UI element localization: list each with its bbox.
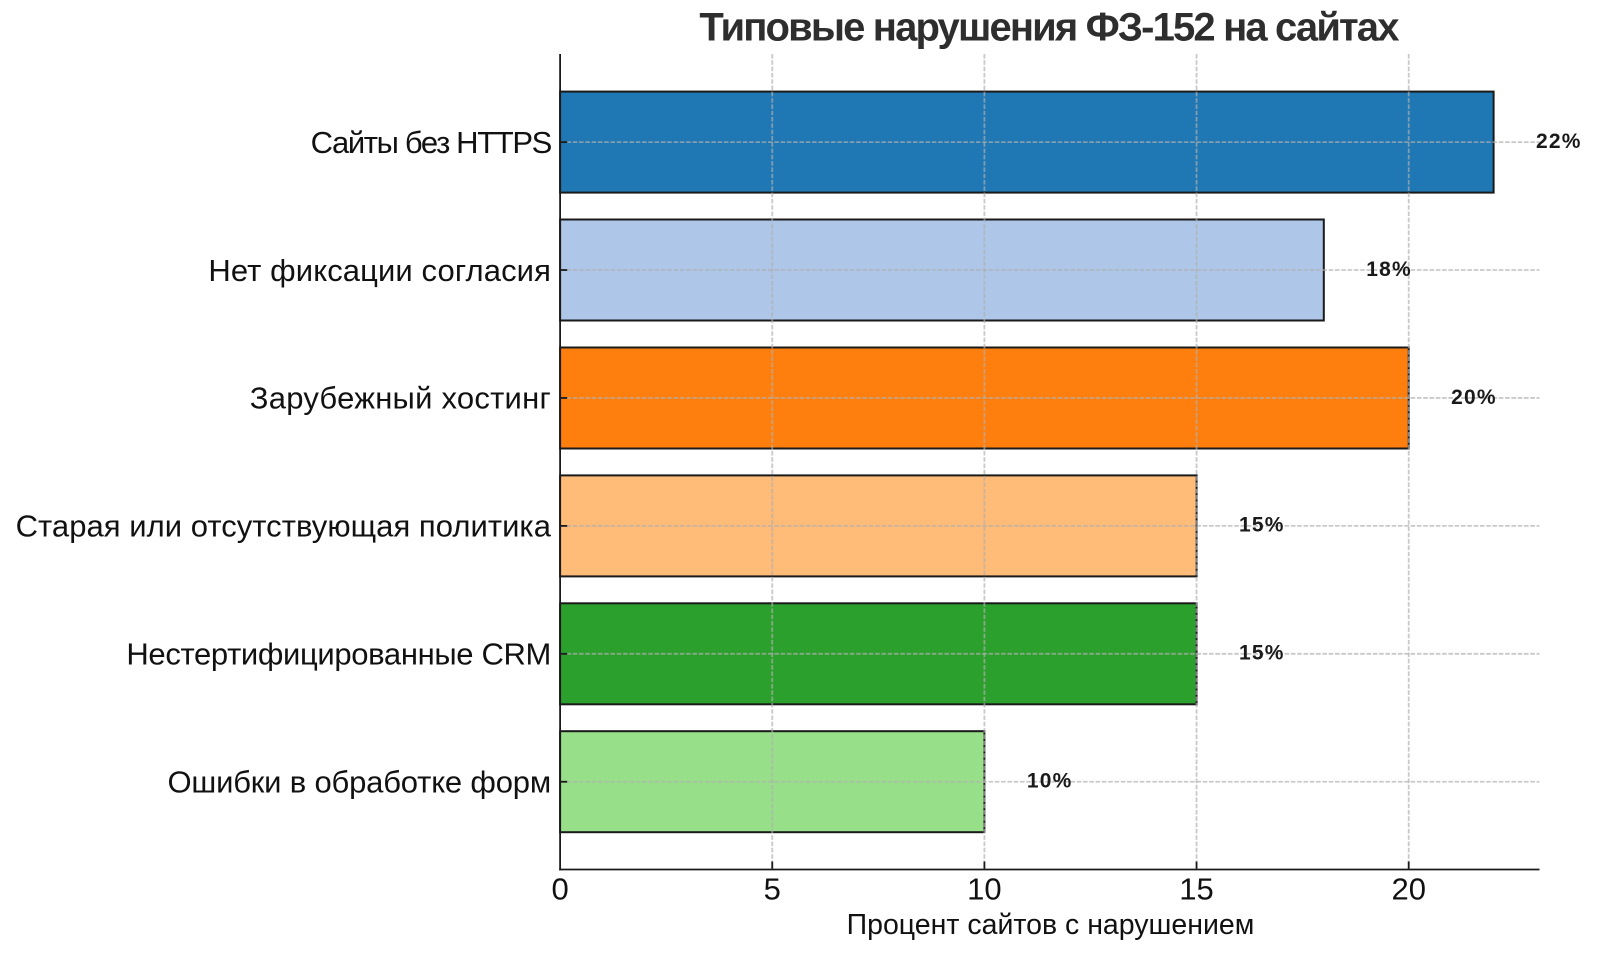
svg-text:Нет фиксации согласия: Нет фиксации согласия (208, 253, 551, 288)
svg-text:15: 15 (1179, 872, 1213, 907)
svg-text:5: 5 (764, 872, 781, 907)
svg-text:20: 20 (1391, 872, 1425, 907)
svg-text:15%: 15% (1239, 514, 1285, 537)
svg-text:Зарубежный хостинг: Зарубежный хостинг (250, 381, 551, 416)
svg-text:15%: 15% (1239, 642, 1285, 665)
svg-text:10: 10 (967, 872, 1001, 907)
svg-text:18%: 18% (1366, 258, 1412, 281)
svg-text:0: 0 (551, 872, 568, 907)
svg-text:Сайты без HTTPS: Сайты без HTTPS (311, 125, 552, 160)
svg-text:10%: 10% (1027, 770, 1073, 793)
svg-text:Типовые нарушения ФЗ-152 на са: Типовые нарушения ФЗ-152 на сайтах (699, 6, 1399, 50)
svg-text:Нестертифицированные CRM: Нестертифицированные CRM (126, 637, 551, 672)
svg-text:Процент сайтов с нарушением: Процент сайтов с нарушением (847, 909, 1255, 941)
svg-text:22%: 22% (1536, 130, 1582, 153)
svg-text:20%: 20% (1451, 386, 1497, 409)
svg-text:Ошибки в обработке форм: Ошибки в обработке форм (167, 765, 551, 800)
svg-text:Старая или отсутствующая полит: Старая или отсутствующая политика (16, 509, 552, 544)
